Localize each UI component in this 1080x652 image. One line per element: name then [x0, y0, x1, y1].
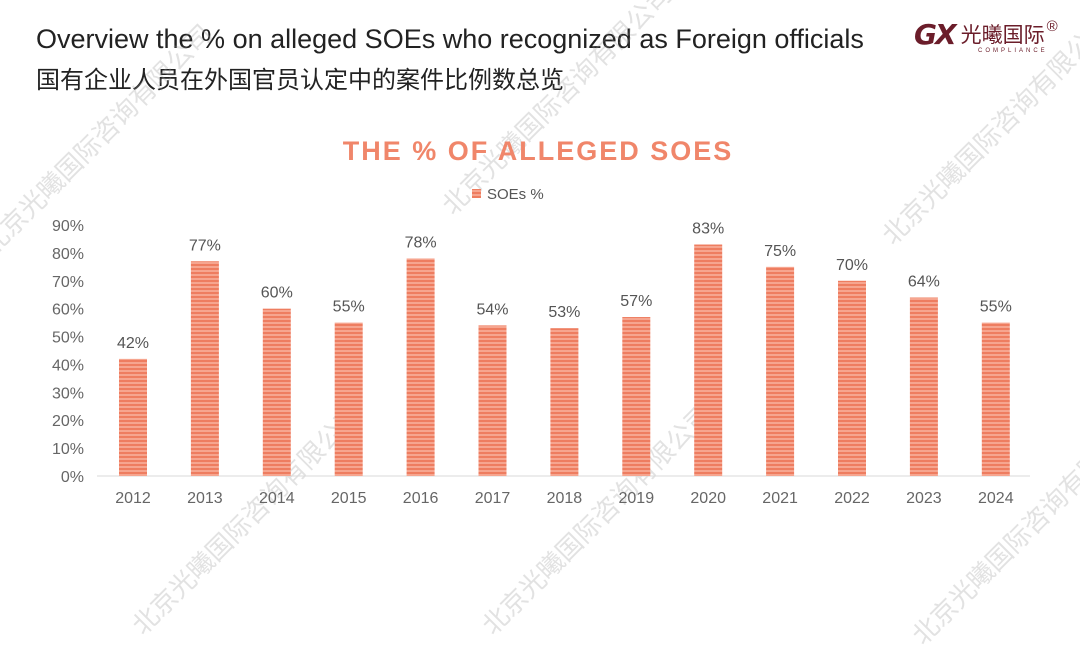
data-label: 60% — [261, 285, 293, 302]
x-tick-label: 2014 — [259, 490, 295, 507]
data-label: 55% — [333, 299, 365, 316]
y-tick-label: 40% — [52, 357, 84, 374]
y-tick-label: 60% — [52, 302, 84, 319]
y-tick-label: 20% — [52, 413, 84, 430]
bar-2015 — [334, 322, 363, 476]
logo-sub: COMPLIANCE — [978, 48, 1048, 54]
bar-2021 — [766, 266, 795, 476]
bar-chart: THE % OF ALLEGED SOES SOEs % 0% 10% 20% 30%… — [52, 136, 1030, 507]
logo-mark: GX — [914, 18, 957, 51]
registered-icon: ® — [1046, 18, 1058, 35]
x-tick-label: 2021 — [762, 490, 798, 507]
x-tick-label: 2013 — [187, 490, 223, 507]
bar-2016 — [406, 258, 435, 476]
bar-2022 — [838, 280, 866, 476]
y-tick-label: 70% — [52, 274, 84, 291]
legend-label: SOEs % — [487, 186, 544, 203]
bar-2014 — [262, 308, 291, 476]
y-tick-label: 0% — [61, 469, 84, 486]
data-label: 77% — [189, 237, 221, 254]
chart-title: THE % OF ALLEGED SOES — [343, 136, 734, 166]
x-tick-label: 2017 — [475, 490, 511, 507]
data-label: 53% — [548, 304, 580, 321]
data-label: 83% — [692, 221, 724, 238]
page-subtitle: 国有企业人员在外国官员认定中的案件比例数总览 — [36, 66, 564, 94]
x-tick-label: 2020 — [690, 490, 726, 507]
y-tick-label: 80% — [52, 246, 84, 263]
data-label: 57% — [620, 293, 652, 310]
data-label: 70% — [836, 257, 868, 274]
y-tick-label: 30% — [52, 385, 84, 402]
data-label: 78% — [405, 234, 437, 251]
x-tick-label: 2015 — [331, 490, 367, 507]
x-tick-label: 2016 — [403, 490, 439, 507]
bar-2024 — [981, 322, 1010, 476]
data-label: 75% — [764, 243, 796, 260]
y-tick-label: 10% — [52, 441, 84, 458]
x-tick-label: 2019 — [619, 490, 655, 507]
bar-2023 — [909, 297, 938, 476]
x-tick-label: 2023 — [906, 490, 942, 507]
company-logo: GX 光曦国际 ® COMPLIANCE — [914, 18, 1058, 54]
data-label: 55% — [980, 299, 1012, 316]
data-label: 54% — [476, 301, 508, 318]
data-label: 42% — [117, 335, 149, 352]
y-tick-label: 90% — [52, 218, 84, 235]
bar-2020 — [694, 244, 723, 476]
x-tick-label: 2018 — [547, 490, 583, 507]
data-label: 64% — [908, 274, 940, 291]
bar-2017 — [478, 325, 507, 476]
bar-2012 — [119, 358, 147, 476]
legend-swatch — [472, 189, 481, 198]
x-tick-label: 2024 — [978, 490, 1014, 507]
x-tick-label: 2012 — [115, 490, 151, 507]
y-tick-label: 50% — [52, 330, 84, 347]
page-title: Overview the % on alleged SOEs who recog… — [36, 24, 864, 54]
bar-2018 — [550, 328, 579, 476]
x-tick-label: 2022 — [834, 490, 870, 507]
bar-2013 — [190, 261, 219, 476]
logo-name: 光曦国际 — [960, 23, 1045, 47]
bar-2019 — [622, 317, 651, 476]
